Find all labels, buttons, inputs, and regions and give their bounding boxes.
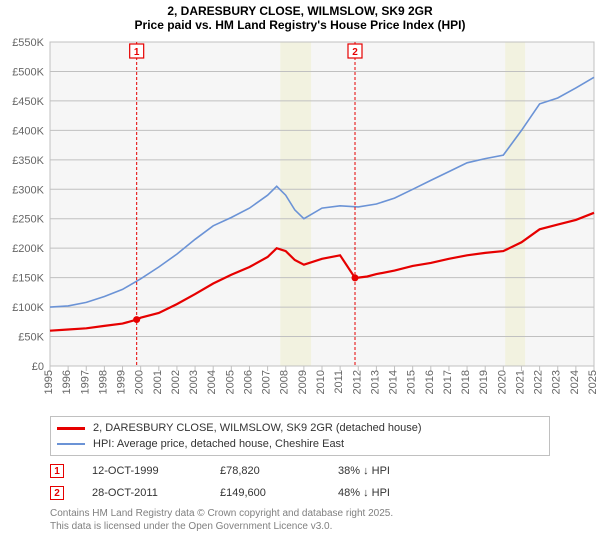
chart-container: 2, DARESBURY CLOSE, WILMSLOW, SK9 2GR Pr… — [0, 0, 600, 560]
svg-text:1996: 1996 — [61, 370, 73, 394]
svg-text:1998: 1998 — [97, 370, 109, 394]
marker-date-1: 12-OCT-1999 — [92, 465, 192, 477]
title-line1: 2, DARESBURY CLOSE, WILMSLOW, SK9 2GR — [0, 4, 600, 18]
marker-delta-2: 48% ↓ HPI — [338, 487, 428, 499]
svg-text:1995: 1995 — [43, 370, 55, 394]
svg-text:£350K: £350K — [12, 155, 44, 167]
marker-row-2: 2 28-OCT-2011 £149,600 48% ↓ HPI — [50, 482, 550, 504]
marker-row-1: 1 12-OCT-1999 £78,820 38% ↓ HPI — [50, 460, 550, 482]
svg-text:2004: 2004 — [206, 370, 218, 394]
svg-text:2019: 2019 — [478, 370, 490, 394]
svg-text:2020: 2020 — [496, 370, 508, 394]
attribution-line2: This data is licensed under the Open Gov… — [50, 521, 590, 534]
title-line2: Price paid vs. HM Land Registry's House … — [0, 18, 600, 32]
svg-text:2014: 2014 — [388, 370, 400, 394]
legend-row-s2: HPI: Average price, detached house, Ches… — [57, 436, 543, 452]
svg-text:£150K: £150K — [12, 273, 44, 285]
svg-text:2015: 2015 — [406, 370, 418, 394]
svg-text:£400K: £400K — [12, 125, 44, 137]
svg-text:2: 2 — [352, 47, 358, 58]
legend-swatch-s2 — [57, 443, 85, 445]
svg-text:2007: 2007 — [261, 370, 273, 394]
svg-text:2013: 2013 — [369, 370, 381, 394]
marker-delta-1: 38% ↓ HPI — [338, 465, 428, 477]
svg-text:£250K: £250K — [12, 214, 44, 226]
svg-text:1: 1 — [134, 47, 140, 58]
svg-text:2000: 2000 — [134, 370, 146, 394]
marker-price-2: £149,600 — [220, 487, 310, 499]
svg-text:£200K: £200K — [12, 243, 44, 255]
svg-text:£300K: £300K — [12, 184, 44, 196]
svg-text:2021: 2021 — [514, 370, 526, 394]
svg-text:£450K: £450K — [12, 96, 44, 108]
chart-area: £0£50K£100K£150K£200K£250K£300K£350K£400… — [0, 36, 600, 410]
legend-row-s1: 2, DARESBURY CLOSE, WILMSLOW, SK9 2GR (d… — [57, 420, 543, 436]
svg-text:£500K: £500K — [12, 66, 44, 78]
attribution-line1: Contains HM Land Registry data © Crown c… — [50, 508, 590, 521]
svg-text:£100K: £100K — [12, 302, 44, 314]
svg-text:2011: 2011 — [333, 370, 345, 394]
marker-table: 1 12-OCT-1999 £78,820 38% ↓ HPI 2 28-OCT… — [50, 460, 550, 504]
svg-text:1999: 1999 — [116, 370, 128, 394]
svg-text:2017: 2017 — [442, 370, 454, 394]
title-block: 2, DARESBURY CLOSE, WILMSLOW, SK9 2GR Pr… — [0, 0, 600, 32]
svg-text:2022: 2022 — [533, 370, 545, 394]
chart-svg: £0£50K£100K£150K£200K£250K£300K£350K£400… — [0, 36, 600, 410]
legend-swatch-s1 — [57, 427, 85, 430]
svg-text:2025: 2025 — [587, 370, 599, 394]
svg-text:2005: 2005 — [224, 370, 236, 394]
svg-text:2018: 2018 — [460, 370, 472, 394]
marker-badge-2: 2 — [50, 486, 64, 500]
svg-text:2010: 2010 — [315, 370, 327, 394]
marker-badge-1: 1 — [50, 464, 64, 478]
svg-text:2003: 2003 — [188, 370, 200, 394]
svg-text:2012: 2012 — [351, 370, 363, 394]
svg-text:1997: 1997 — [79, 370, 91, 394]
legend-label-s1: 2, DARESBURY CLOSE, WILMSLOW, SK9 2GR (d… — [93, 422, 422, 434]
marker-price-1: £78,820 — [220, 465, 310, 477]
svg-text:2006: 2006 — [242, 370, 254, 394]
svg-text:2001: 2001 — [152, 370, 164, 394]
svg-text:2002: 2002 — [170, 370, 182, 394]
svg-text:2009: 2009 — [297, 370, 309, 394]
svg-text:2016: 2016 — [424, 370, 436, 394]
svg-text:£50K: £50K — [18, 332, 44, 344]
svg-text:£550K: £550K — [12, 37, 44, 49]
attribution: Contains HM Land Registry data © Crown c… — [50, 508, 590, 533]
legend: 2, DARESBURY CLOSE, WILMSLOW, SK9 2GR (d… — [50, 416, 550, 456]
marker-date-2: 28-OCT-2011 — [92, 487, 192, 499]
svg-text:2008: 2008 — [279, 370, 291, 394]
svg-text:2023: 2023 — [551, 370, 563, 394]
legend-label-s2: HPI: Average price, detached house, Ches… — [93, 438, 344, 450]
svg-text:2024: 2024 — [569, 370, 581, 394]
